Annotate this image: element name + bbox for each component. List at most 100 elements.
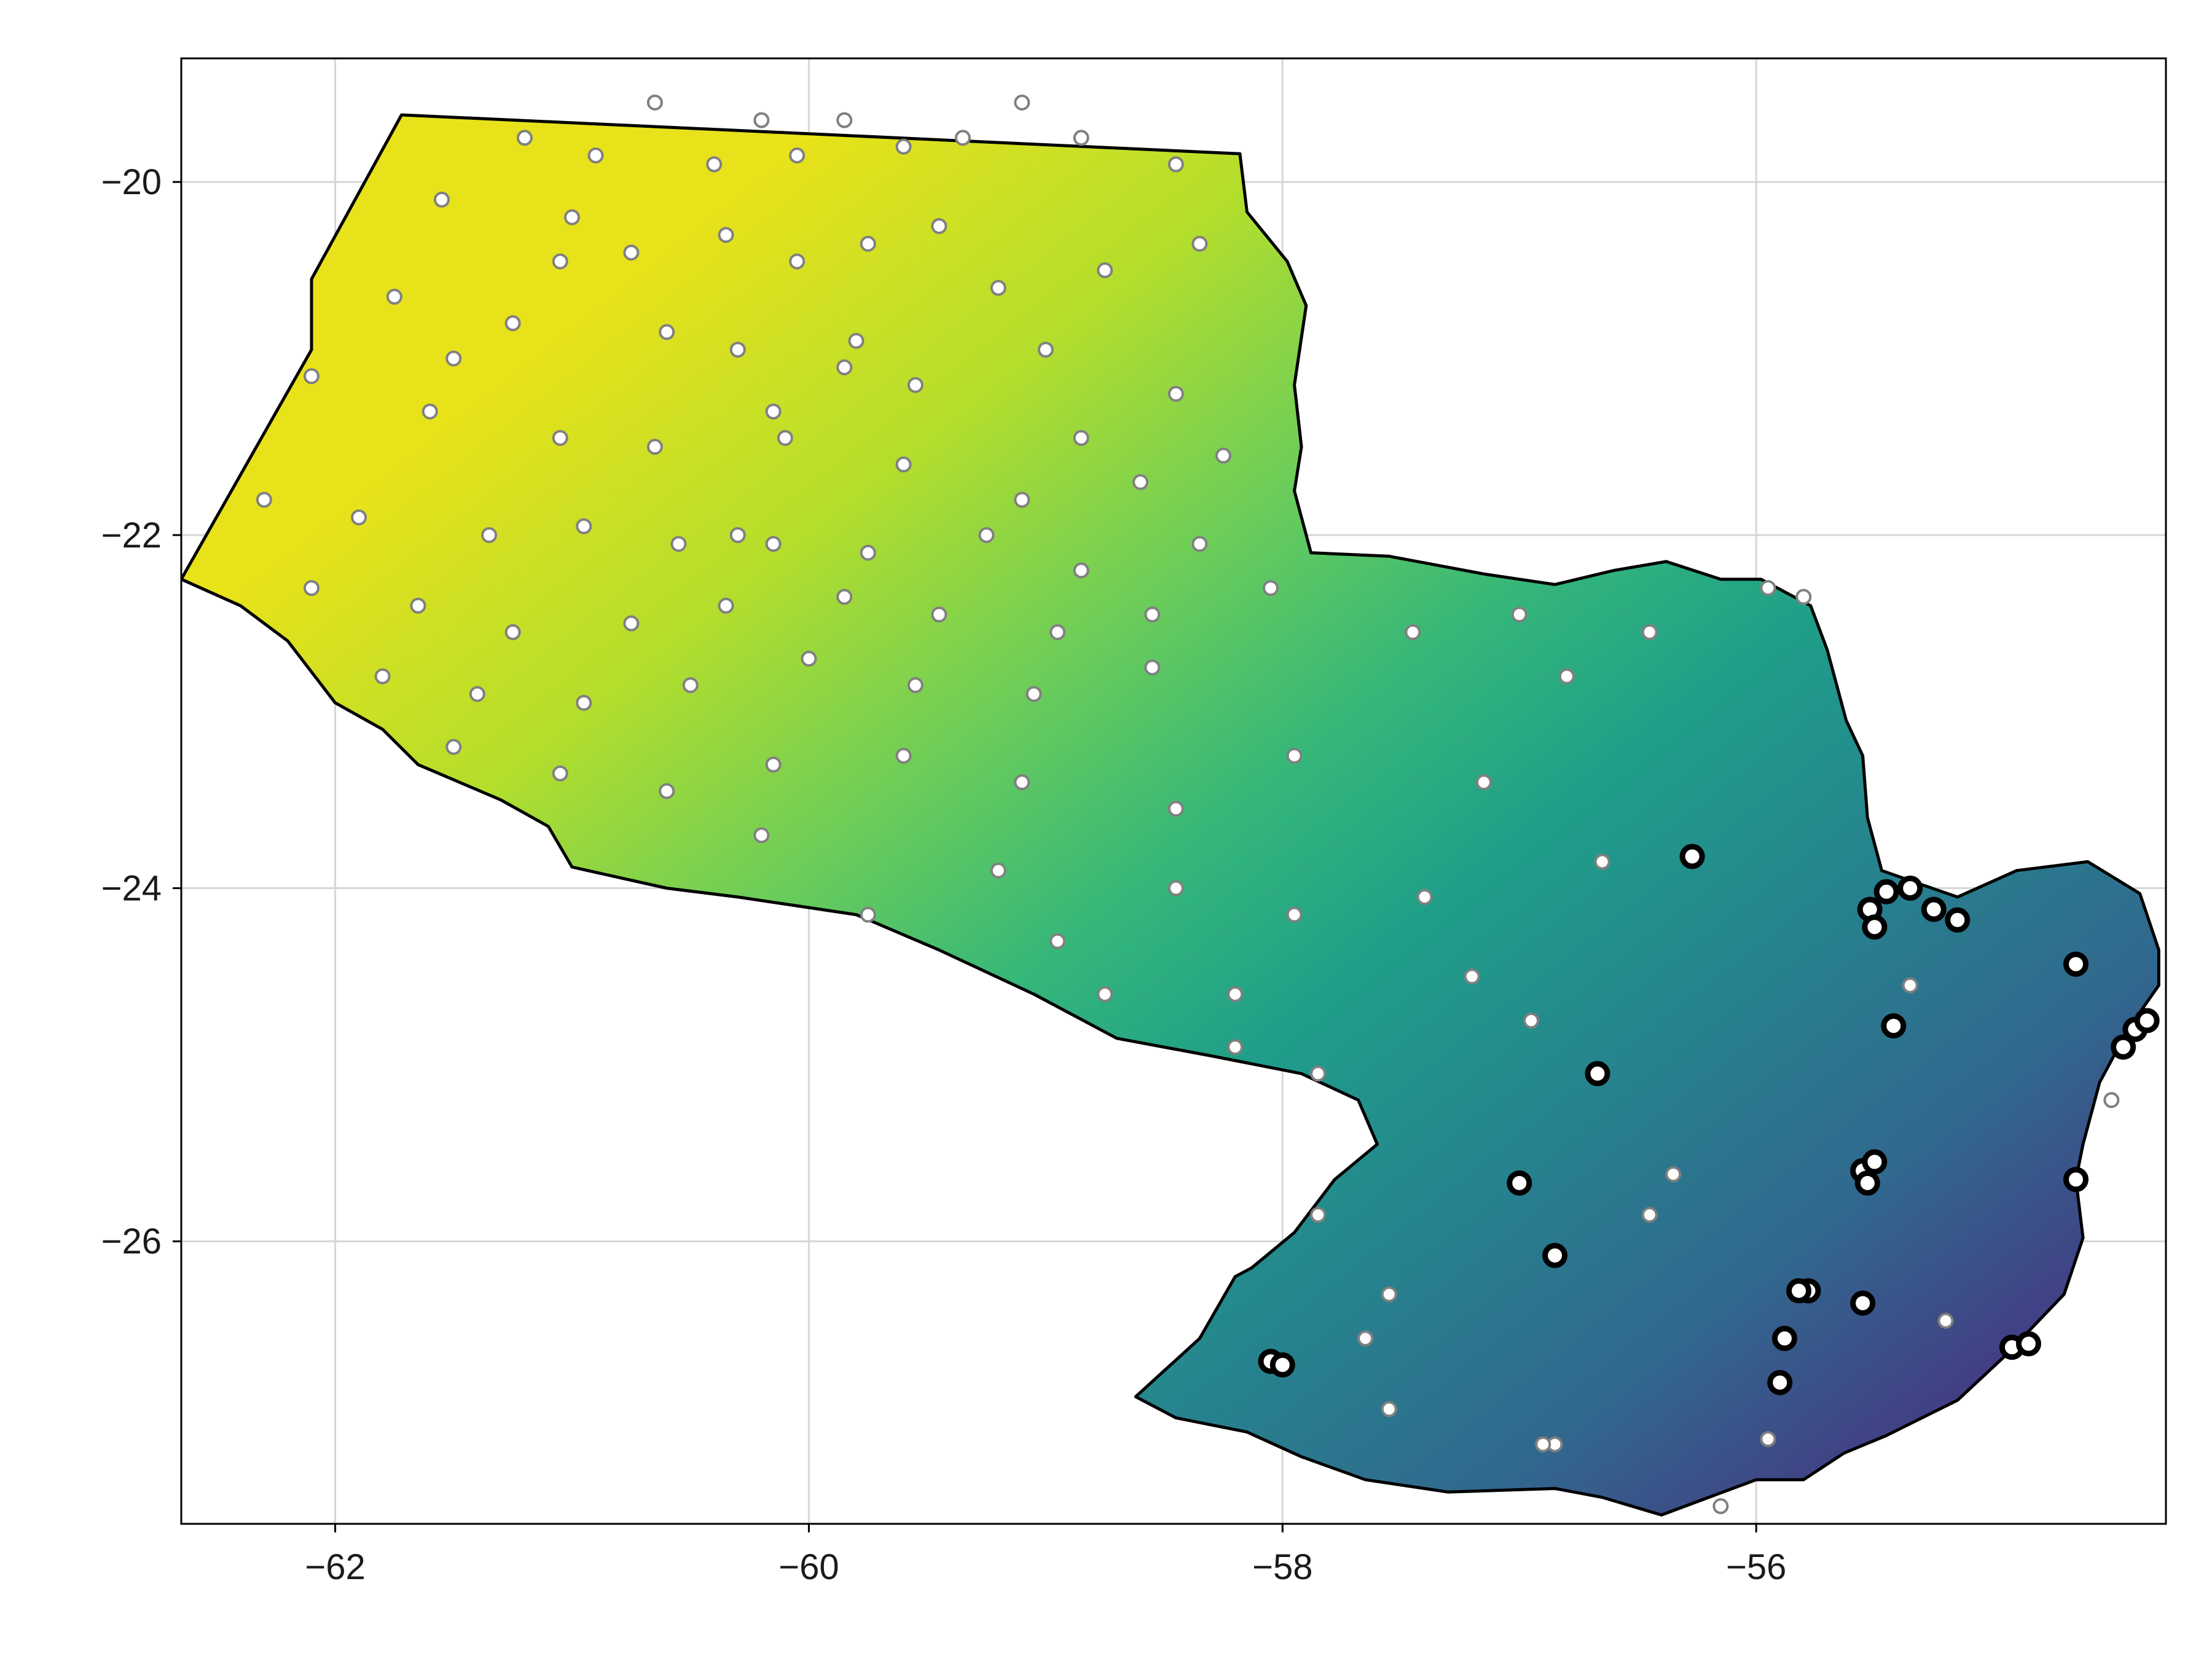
small-point-32 [554,431,567,445]
large-point-4 [1924,900,1943,919]
small-point-52 [624,617,638,630]
small-point-84 [1288,908,1301,922]
small-point-3 [707,157,721,171]
small-point-57 [1145,608,1159,621]
small-point-28 [1039,343,1053,356]
small-point-7 [897,140,911,154]
large-point-8 [2066,954,2086,974]
small-point-60 [471,687,484,700]
small-point-37 [1134,476,1147,489]
small-point-112 [1075,431,1088,445]
small-point-93 [1524,1014,1538,1027]
small-point-49 [305,581,318,595]
small-point-27 [909,378,922,392]
small-point-11 [1169,157,1183,171]
small-point-39 [257,493,271,506]
small-point-105 [2104,1093,2118,1107]
small-point-17 [861,237,875,251]
large-point-18 [2066,1170,2086,1190]
x-tick-label-2: −58 [1252,1547,1312,1587]
small-point-54 [837,590,851,603]
small-point-66 [1145,661,1159,674]
small-point-97 [1382,1287,1396,1301]
small-point-90 [1228,987,1242,1001]
small-point-68 [554,767,567,780]
small-point-64 [909,678,922,692]
small-point-2 [648,96,662,109]
small-point-104 [1904,979,1917,992]
small-point-40 [352,511,366,524]
small-point-89 [1098,987,1112,1001]
large-point-21 [1853,1293,1873,1313]
small-point-4 [755,114,768,127]
large-point-23 [1770,1373,1790,1392]
small-point-56 [1051,626,1064,639]
small-point-101 [1714,1499,1727,1513]
small-point-108 [1051,935,1064,948]
small-point-20 [1098,264,1112,277]
small-point-34 [779,431,792,445]
y-tick-label-0: −20 [101,162,162,202]
small-point-106 [1536,1438,1550,1451]
small-point-111 [850,334,863,348]
small-point-8 [956,131,970,144]
small-point-73 [1169,802,1183,815]
large-point-3 [1900,879,1920,898]
small-point-99 [1382,1402,1396,1416]
small-point-76 [1513,608,1526,621]
small-point-83 [1418,890,1432,904]
small-point-59 [376,670,390,683]
small-point-114 [767,405,780,418]
small-point-65 [1027,687,1041,700]
small-point-110 [447,351,460,365]
small-point-1 [589,149,603,162]
small-point-30 [305,369,318,383]
large-point-22 [1775,1328,1794,1348]
small-point-26 [837,361,851,374]
x-axis: −62 −60 −58 −56 [305,1524,1786,1587]
small-point-5 [790,149,804,162]
small-point-22 [388,290,401,304]
large-point-27 [1273,1355,1292,1375]
small-point-82 [1596,855,1609,868]
small-point-44 [767,537,780,551]
small-point-19 [992,281,1005,295]
small-point-55 [932,608,946,621]
small-point-29 [1169,387,1183,401]
small-point-79 [1797,590,1810,603]
small-point-43 [672,537,685,551]
small-point-74 [1288,749,1301,763]
small-point-51 [506,626,520,639]
y-axis: −20 −22 −24 −26 [101,162,181,1261]
small-point-81 [1560,670,1574,683]
small-point-13 [565,211,579,224]
small-point-69 [660,785,673,798]
small-point-0 [518,131,531,144]
small-point-18 [932,219,946,233]
small-point-75 [1406,626,1419,639]
small-point-77 [1643,626,1657,639]
large-point-11 [2114,1037,2133,1057]
small-point-67 [447,740,460,754]
small-point-113 [554,254,567,268]
small-point-47 [1075,563,1088,577]
small-point-42 [577,519,590,533]
small-point-23 [506,316,520,330]
large-point-10 [2137,1011,2157,1030]
small-point-41 [482,528,496,542]
large-point-17 [1857,1173,1877,1193]
small-point-103 [1939,1314,1953,1328]
small-point-14 [624,246,638,259]
small-point-63 [802,652,815,665]
small-point-72 [1015,775,1029,789]
small-point-16 [790,254,804,268]
large-point-16 [1865,1152,1885,1172]
large-point-12 [1588,1064,1607,1083]
small-point-70 [767,758,780,771]
small-point-33 [648,440,662,453]
small-point-24 [660,325,673,339]
small-point-48 [1193,537,1206,551]
small-point-92 [1465,970,1479,983]
large-point-7 [1884,1016,1904,1036]
